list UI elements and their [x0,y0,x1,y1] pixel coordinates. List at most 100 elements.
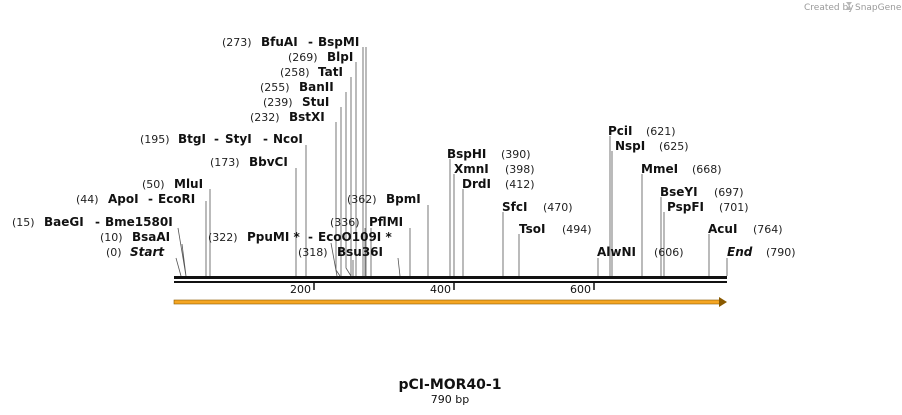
site-pos: (50) [142,178,165,191]
site-pos: (318) [298,246,328,259]
site-name: MluI [174,177,203,191]
tick-label-200: 200 [290,283,311,296]
site-label-pflmi[interactable]: (336) PflMI [330,215,403,229]
site-pos: (195) [140,133,170,146]
snapgene-logo-icon [846,2,852,10]
site-label-end[interactable]: End (790) [727,245,796,259]
svg-text:-: - [263,132,268,146]
site-pos: (10) [100,231,123,244]
site-name: PpuMI * [247,230,301,244]
site-lines [175,47,728,277]
site-pos: (258) [280,66,310,79]
svg-text:-: - [308,230,313,244]
site-pos: (273) [222,36,252,49]
site-name-2: EcoRI [158,192,195,206]
site-pos: (239) [263,96,293,109]
site-label-bsu36i[interactable]: (318) Bsu36I [298,245,383,259]
site-pos: (390) [501,148,531,161]
site-name: BanII [299,80,334,94]
site-name-2: Bme1580I [105,215,173,229]
site-name: StuI [302,95,329,109]
site-pos: (232) [250,111,280,124]
site-name: PciI [608,124,633,138]
site-label-xmni[interactable]: XmnI (398) [454,162,535,176]
site-label-bseyi[interactable]: BseYI (697) [660,185,744,199]
site-label-start[interactable]: (0) Start [106,245,165,259]
site-name: SfcI [502,200,527,214]
feature-arrow[interactable] [173,297,727,307]
site-name: BlpI [327,50,353,64]
site-pos: (701) [719,201,749,214]
credit-text: Created by [804,3,854,13]
site-label-stui[interactable]: (239) StuI [263,95,329,109]
site-label-pcii[interactable]: PciI (621) [608,124,676,138]
site-name: TsoI [519,222,545,236]
site-pos: (470) [543,201,573,214]
site-name: XmnI [454,162,489,176]
site-label-drdi[interactable]: DrdI (412) [462,177,535,191]
site-pos: (764) [753,223,783,236]
site-label-mlui[interactable]: (50) MluI [142,177,203,191]
site-label-ppumi[interactable]: (322) PpuMI * - EcoO109I * [208,230,392,244]
site-pos: (173) [210,156,240,169]
site-label-nspi[interactable]: NspI (625) [615,139,689,153]
brand-text: SnapGene [855,3,902,13]
site-label-tsoi[interactable]: TsoI (494) [519,222,592,236]
site-name: Bsu36I [337,245,383,259]
site-pos: (412) [505,178,535,191]
tick-label-600: 600 [570,283,591,296]
svg-text:-: - [308,35,313,49]
site-name-3: NcoI [273,132,303,146]
plasmid-length: 790 bp [431,393,469,406]
site-pos: (336) [330,216,360,229]
site-labels: (0) Start (10) BsaAI (15) BaeGI - Bme158… [12,35,796,259]
site-label-bbvci[interactable]: (173) BbvCI [210,155,288,169]
site-name: BspHI [447,147,486,161]
site-pos: (44) [76,193,99,206]
site-name: BsaAI [132,230,170,244]
site-label-baegi[interactable]: (15) BaeGI - Bme1580I [12,215,173,229]
site-name: AcuI [708,222,737,236]
site-pos: (322) [208,231,238,244]
site-name: PflMI [369,215,403,229]
site-name: End [727,245,753,259]
site-label-sfci[interactable]: SfcI (470) [502,200,573,214]
site-label-bfuai[interactable]: (273) BfuAI - BspMI [222,35,359,49]
site-pos: (255) [260,81,290,94]
site-pos: (398) [505,163,535,176]
site-label-alwni[interactable]: AlwNI (606) [597,245,684,259]
site-name: BbvCI [249,155,288,169]
site-label-apoi[interactable]: (44) ApoI - EcoRI [76,192,195,206]
site-name: ApoI [108,192,139,206]
site-name-2: EcoO109I * [318,230,392,244]
site-pos: (790) [766,246,796,259]
site-pos: (625) [659,140,689,153]
site-label-bsphi[interactable]: BspHI (390) [447,147,531,161]
site-name: Start [130,245,165,259]
site-label-mmei[interactable]: MmeI (668) [641,162,722,176]
site-pos: (668) [692,163,722,176]
site-label-bstxi[interactable]: (232) BstXI [250,110,325,124]
site-pos: (0) [106,246,122,259]
site-pos: (697) [714,186,744,199]
site-label-bsaai[interactable]: (10) BsaAI [100,230,170,244]
tick-label-400: 400 [430,283,451,296]
site-name: BaeGI [44,215,84,229]
svg-text:-: - [214,132,219,146]
site-label-banii[interactable]: (255) BanII [260,80,334,94]
site-label-bpmi[interactable]: (362) BpmI [347,192,421,206]
site-pos: (362) [347,193,377,206]
site-label-pspfi[interactable]: PspFI (701) [667,200,749,214]
site-label-btgi[interactable]: (195) BtgI - StyI - NcoI [140,132,303,146]
site-label-blpi[interactable]: (269) BlpI [288,50,353,64]
site-name: NspI [615,139,645,153]
site-label-tati[interactable]: (258) TatI [280,65,343,79]
site-pos: (494) [562,223,592,236]
sequence-backbone [174,276,727,283]
site-label-acui[interactable]: AcuI (764) [708,222,783,236]
ruler: 200 400 600 [290,283,595,296]
site-name-2: BspMI [318,35,359,49]
site-name: BpmI [386,192,421,206]
site-name: BtgI [178,132,206,146]
